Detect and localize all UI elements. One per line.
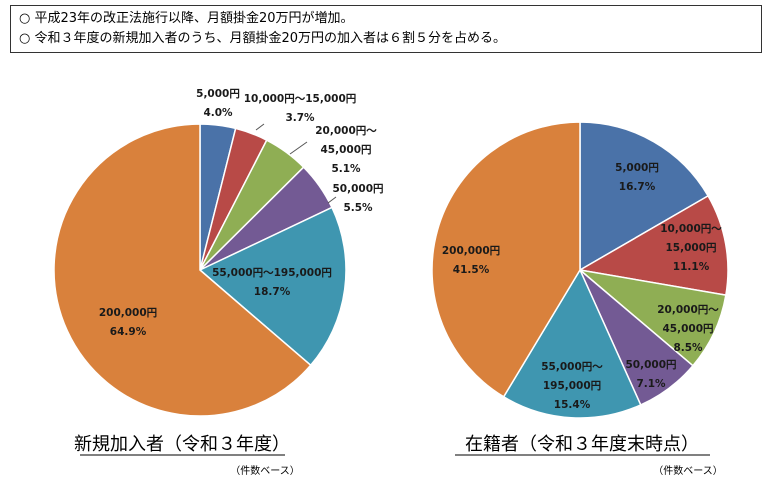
enrolled-members-label-5: 200,000円 41.5% — [442, 245, 500, 276]
enrolled-members-slice-1 — [577, 194, 729, 297]
enrolled-members-label-0: 5,000円 16.7% — [615, 162, 659, 193]
enrolled-members-slice-5 — [431, 121, 581, 398]
new-members-label-0: 5,000円 4.0% — [196, 88, 240, 119]
summary-note-1: ○ 平成23年の改正法施行以降、月額掛金20万円が増加。 — [19, 11, 354, 26]
new-members-slice-5 — [53, 123, 312, 417]
new-members-slice-4 — [198, 206, 347, 367]
chart-unit-note-enrolled-members: （件数ベース） — [653, 464, 723, 477]
new-members-label-1: 10,000円～15,000円 3.7% — [244, 93, 357, 124]
pie-chart-new-members: 5,000円 4.0%10,000円～15,000円 3.7%20,000円～ 45,… — [53, 88, 384, 417]
new-members-leader-line-1 — [255, 123, 265, 131]
new-members-label-3: 50,000円 5.5% — [332, 183, 383, 214]
enrolled-members-label-4: 55,000円～ 195,000円 15.4% — [541, 361, 603, 411]
enrolled-members-label-2: 20,000円～ 45,000円 8.5% — [657, 304, 719, 354]
enrolled-members-slice-4 — [502, 268, 642, 419]
enrolled-members-label-1: 10,000円～ 15,000円 11.1% — [660, 223, 722, 273]
chart-title-new-members: 新規加入者（令和３年度） — [74, 434, 290, 455]
chart-title-enrolled-members: 在籍者（令和３年度末時点） — [465, 434, 699, 455]
summary-notes-box: ○ 平成23年の改正法施行以降、月額掛金20万円が増加。 ○ 令和３年度の新規加… — [10, 5, 762, 53]
pie-chart-enrolled-members: 5,000円 16.7%10,000円～ 15,000円 11.1% 20,000円～ 4… — [431, 121, 729, 419]
chart-unit-note-new-members: （件数ベース） — [230, 464, 300, 477]
summary-note-2: ○ 令和３年度の新規加入者のうち、月額掛金20万円の加入者は６割５分を占める。 — [19, 31, 507, 46]
new-members-label-5: 200,000円 64.9% — [99, 307, 157, 338]
new-members-label-4: 55,000円～195,000円 18.7% — [212, 267, 332, 298]
enrolled-members-slice-0 — [579, 121, 710, 272]
new-members-label-2: 20,000円～ 45,000円 5.1% — [315, 125, 377, 175]
new-members-leader-line-2 — [289, 141, 308, 155]
enrolled-members-label-3: 50,000円 7.1% — [625, 359, 676, 390]
new-members-leader-line-3 — [327, 196, 337, 204]
